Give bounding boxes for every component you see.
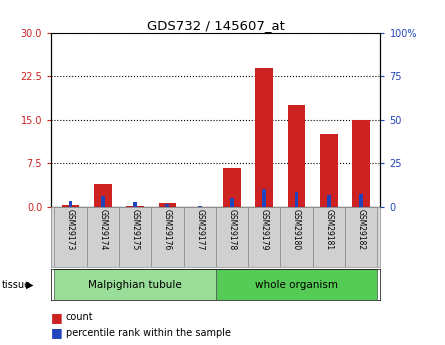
Text: GSM29178: GSM29178	[227, 209, 236, 250]
Bar	[119, 207, 151, 267]
Bar	[313, 207, 345, 267]
Bar	[262, 189, 266, 207]
Bar	[327, 195, 331, 207]
Title: GDS732 / 145607_at: GDS732 / 145607_at	[147, 19, 285, 32]
Bar	[87, 207, 119, 267]
Bar	[230, 198, 234, 207]
Text: GSM29174: GSM29174	[98, 209, 107, 250]
Bar	[352, 120, 370, 207]
Bar	[287, 105, 305, 207]
Text: GSM29179: GSM29179	[260, 209, 269, 250]
Text: GSM29176: GSM29176	[163, 209, 172, 250]
Bar	[248, 207, 280, 267]
Bar	[126, 206, 144, 207]
Bar	[94, 184, 112, 207]
Text: ■: ■	[51, 326, 63, 339]
Bar	[198, 206, 202, 207]
Bar	[166, 204, 170, 207]
Bar	[158, 203, 176, 207]
Text: tissue: tissue	[2, 280, 31, 289]
Text: count: count	[66, 313, 93, 322]
Bar	[54, 269, 216, 300]
Text: GSM29175: GSM29175	[131, 209, 140, 250]
Bar	[359, 194, 363, 207]
Text: GSM29173: GSM29173	[66, 209, 75, 250]
Bar	[295, 192, 299, 207]
Text: GSM29177: GSM29177	[195, 209, 204, 250]
Bar	[62, 205, 79, 207]
Bar	[133, 202, 137, 207]
Bar	[216, 207, 248, 267]
Text: percentile rank within the sample: percentile rank within the sample	[66, 328, 231, 338]
Bar	[151, 207, 183, 267]
Bar	[255, 68, 273, 207]
Text: whole organism: whole organism	[255, 280, 338, 289]
Bar	[223, 168, 241, 207]
Bar	[69, 201, 73, 207]
Text: GSM29180: GSM29180	[292, 209, 301, 250]
Text: ▶: ▶	[26, 280, 33, 289]
Bar	[320, 135, 338, 207]
Text: GSM29181: GSM29181	[324, 209, 333, 250]
Bar	[183, 207, 216, 267]
Bar	[101, 196, 105, 207]
Bar	[216, 269, 377, 300]
Bar	[280, 207, 313, 267]
Text: GSM29182: GSM29182	[356, 209, 366, 250]
Bar	[345, 207, 377, 267]
Bar	[54, 207, 87, 267]
Text: Malpighian tubule: Malpighian tubule	[88, 280, 182, 289]
Text: ■: ■	[51, 311, 63, 324]
